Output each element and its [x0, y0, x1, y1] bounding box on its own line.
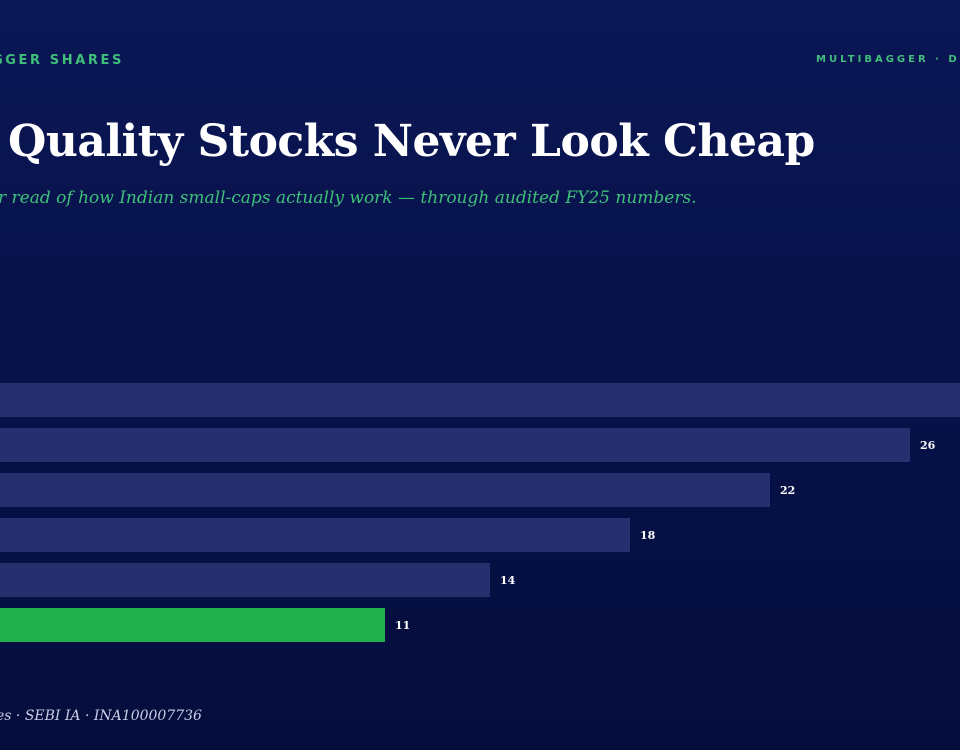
- bar: [0, 473, 770, 507]
- bar-highlight: [0, 608, 385, 642]
- page-subtitle: r read of how Indian small-caps actually…: [0, 188, 697, 208]
- bar: [0, 428, 910, 462]
- bar: [0, 563, 490, 597]
- brand-right-text: MULTIBAGGER · D: [816, 54, 960, 65]
- page-title: Quality Stocks Never Look Cheap: [8, 116, 815, 167]
- footer-text: es · SEBI IA · INA100007736: [0, 708, 202, 724]
- bar-value-label: 22: [780, 484, 795, 497]
- bar-value-label: 18: [640, 529, 656, 542]
- bar: [0, 383, 960, 417]
- bar-value-label: 14: [500, 574, 516, 587]
- brand-left-text: GGER SHARES: [0, 53, 124, 68]
- bar-value-label: 26: [920, 439, 936, 452]
- bar-value-label: 11: [395, 619, 410, 632]
- bar: [0, 518, 630, 552]
